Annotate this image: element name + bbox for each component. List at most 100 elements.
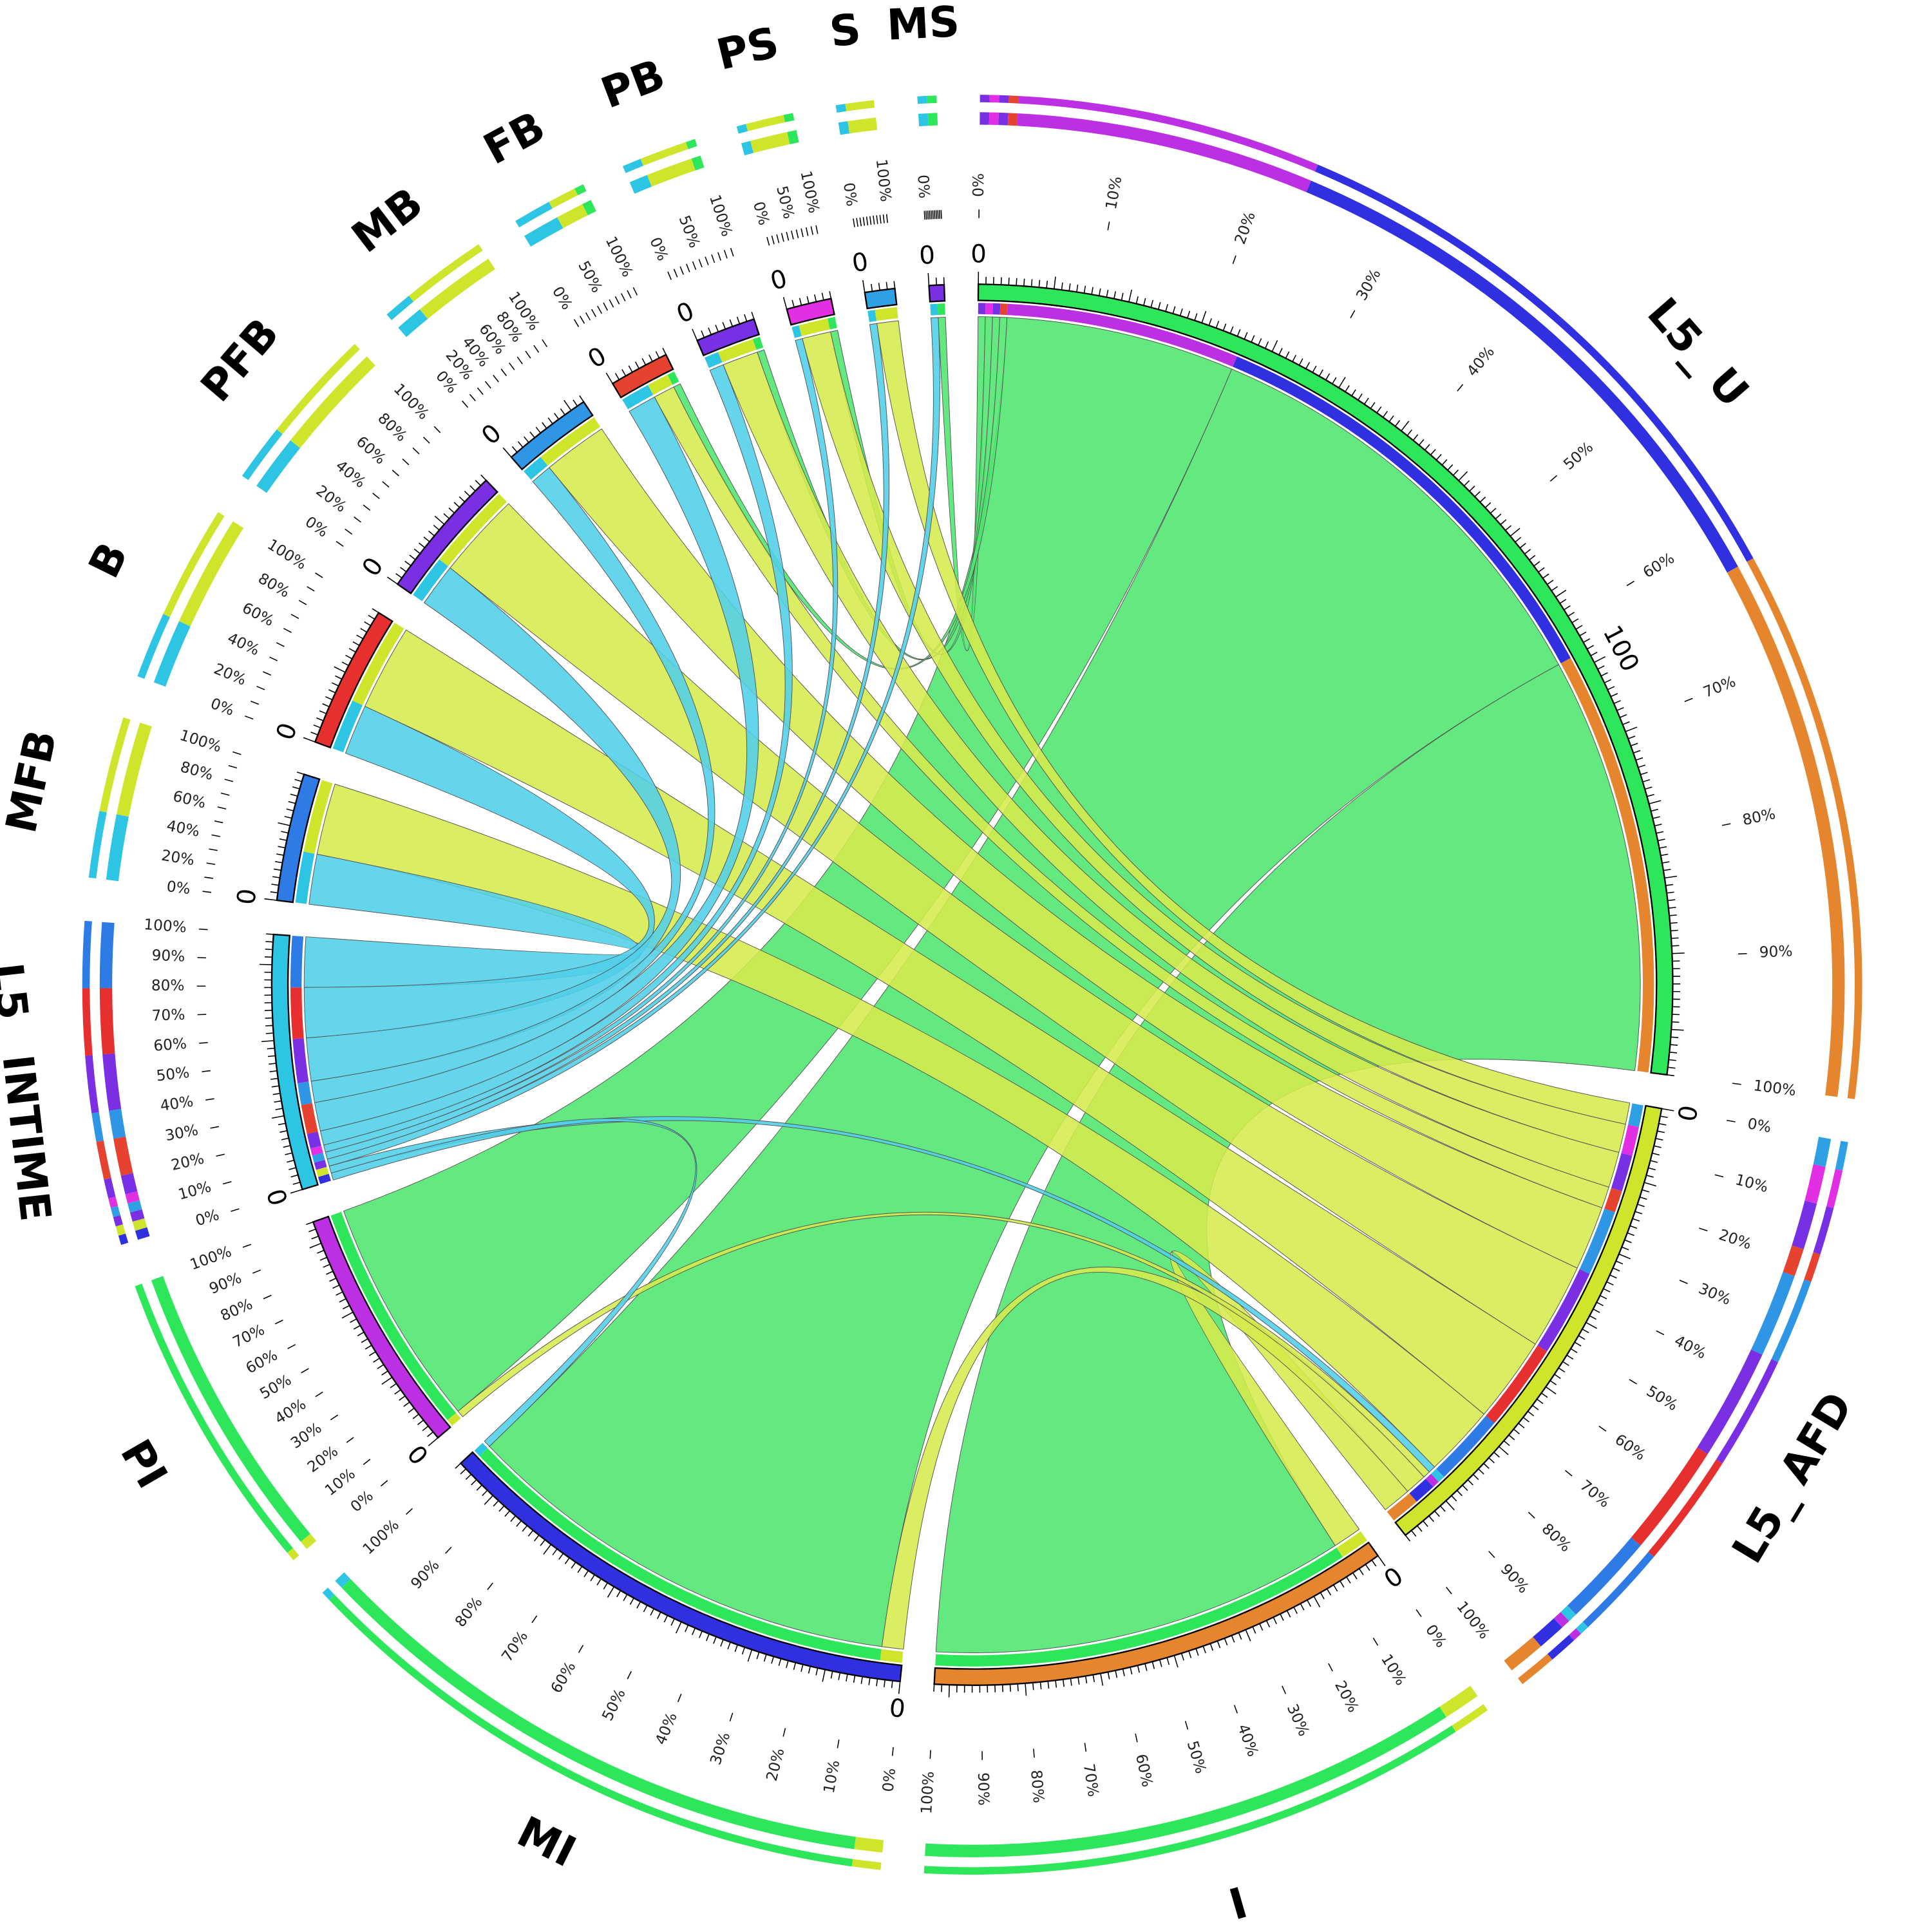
sector-partner-strip <box>704 352 723 368</box>
percent-tick-label: 80% <box>374 410 410 445</box>
unit-tick <box>1423 1520 1428 1527</box>
unit-tick <box>433 524 440 531</box>
outer-ring-inner-segment <box>290 356 375 448</box>
sector-PS <box>786 298 835 326</box>
unit-tick <box>1351 389 1356 397</box>
unit-tick <box>1434 1510 1440 1517</box>
unit-tick <box>270 891 278 894</box>
percent-tick-label: 0% <box>750 200 773 227</box>
unit-tick <box>1439 1505 1446 1512</box>
unit-tick <box>605 372 613 384</box>
outer-ring-inner-segment <box>629 175 652 194</box>
unit-tick <box>629 1598 634 1605</box>
unit-tick <box>1016 278 1018 286</box>
percent-tick-label: 50% <box>676 213 703 251</box>
chord-L5_AFD-MI <box>881 1267 1425 1650</box>
unit-tick <box>294 779 302 782</box>
unit-tick <box>1490 507 1497 514</box>
percent-tick <box>856 218 858 227</box>
outer-ring-inner-segment <box>691 155 705 171</box>
sector-partner-strip <box>985 303 993 315</box>
outer-ring-outer-segment <box>99 717 131 813</box>
percent-tick-label: 100% <box>187 1243 234 1274</box>
outer-ring-outer-segment <box>845 100 875 111</box>
percent-tick-label: 0% <box>193 1206 221 1230</box>
percent-tick-label: 50% <box>257 1371 294 1403</box>
unit-tick <box>1616 707 1624 711</box>
unit-tick <box>480 474 487 481</box>
sector-partner-strip <box>301 1103 318 1134</box>
outer-ring-outer-segment <box>989 95 999 103</box>
percent-tick-label: 70% <box>1701 673 1738 701</box>
unit-tick <box>1554 1374 1561 1379</box>
unit-tick <box>838 1672 841 1680</box>
sector-partner-strip <box>292 1038 309 1083</box>
sector-partner-strip <box>330 1211 457 1420</box>
percent-tick <box>276 642 285 647</box>
unit-tick <box>1643 1182 1656 1187</box>
count-tick-label: 0 <box>1379 1562 1408 1595</box>
unit-tick <box>482 1490 488 1497</box>
unit-tick <box>643 1605 648 1613</box>
unit-tick <box>1458 471 1468 481</box>
percent-tick <box>287 1344 296 1349</box>
percent-tick-label: 70% <box>498 1628 532 1665</box>
outer-ring-inner-segment <box>1007 113 1018 126</box>
sector-partner-strip <box>1425 1473 1439 1488</box>
unit-tick <box>1456 1490 1463 1497</box>
unit-tick <box>744 314 748 322</box>
percent-tick <box>217 806 227 810</box>
unit-tick <box>1286 1610 1291 1618</box>
unit-tick <box>1529 554 1536 561</box>
outer-ring-inner-segment <box>741 140 754 156</box>
group-label-L5_AFD: L5_ AFD <box>1723 1383 1862 1571</box>
unit-tick <box>751 312 755 319</box>
unit-tick <box>871 283 873 292</box>
percent-tick <box>805 227 809 236</box>
unit-tick <box>1376 406 1382 413</box>
percent-tick <box>402 459 410 466</box>
unit-tick <box>352 641 360 646</box>
percent-tick <box>1684 697 1693 703</box>
outer-ring-inner-segment <box>179 521 244 627</box>
unit-tick <box>1564 605 1571 611</box>
unit-tick <box>1285 351 1290 359</box>
outer-ring-outer-segment <box>851 1859 882 1870</box>
percent-tick-label: 0% <box>879 1767 899 1792</box>
unit-tick <box>1222 323 1227 331</box>
unit-tick <box>763 1654 767 1662</box>
unit-tick <box>334 666 346 673</box>
percent-tick-label: 60% <box>240 599 277 630</box>
unit-tick <box>1524 549 1531 554</box>
outer-ring-inner-segment <box>106 814 129 882</box>
percent-tick-label: 80% <box>178 758 215 784</box>
unit-tick <box>676 1622 682 1634</box>
sector-partner-strip <box>1628 1103 1643 1128</box>
outer-ring-inner-segment <box>925 1707 1446 1857</box>
unit-tick <box>1201 310 1207 323</box>
sector-partner-strip <box>1436 1416 1495 1477</box>
count-tick-label: 0 <box>476 419 507 451</box>
outer-ring-inner-segment <box>109 1108 126 1139</box>
percent-tick-label: 100% <box>1453 1598 1493 1642</box>
unit-tick <box>1452 469 1459 476</box>
outer-ring-inner-segment <box>927 113 938 126</box>
percent-tick <box>290 614 299 620</box>
percent-tick <box>800 228 804 238</box>
unit-tick <box>386 576 398 585</box>
outer-ring-outer-segment <box>110 1206 120 1217</box>
unit-tick <box>484 1495 493 1505</box>
percent-tick <box>609 299 614 308</box>
unit-tick <box>1621 1246 1629 1251</box>
sector-partner-strip <box>1611 1153 1633 1191</box>
unit-tick <box>308 1228 316 1233</box>
percent-tick-label: 30% <box>1696 1280 1734 1309</box>
unit-tick <box>650 1608 655 1616</box>
percent-tick-label: 40% <box>652 1710 681 1747</box>
percent-tick-label: 10% <box>176 1178 213 1203</box>
unit-tick <box>1151 1662 1155 1669</box>
outer-ring-outer-segment <box>115 1224 126 1236</box>
percent-tick <box>692 261 697 270</box>
sector-partner-strip <box>1486 1345 1548 1423</box>
chord-L5_INTIME-PS <box>323 338 838 1153</box>
